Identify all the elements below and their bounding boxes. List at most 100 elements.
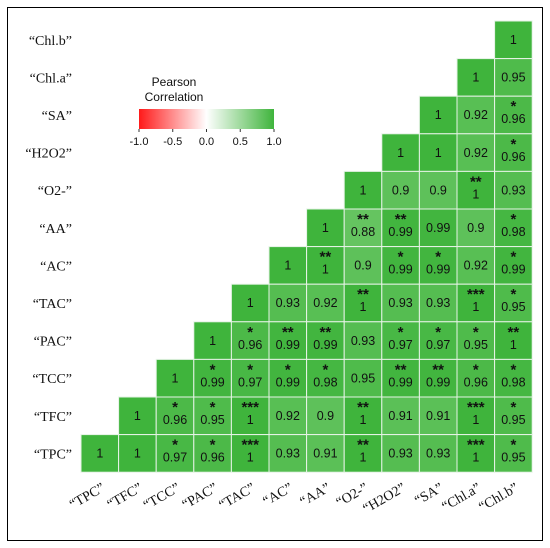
cell-value: 0.92 bbox=[276, 409, 300, 423]
legend-tick-label: 0.5 bbox=[233, 136, 248, 148]
cell-value: 0.91 bbox=[313, 447, 337, 461]
heatmap-cell: 0.96* bbox=[456, 358, 496, 398]
cell-significance: * bbox=[510, 286, 516, 303]
color-legend: Pearson Correlation -1.0 -0.5 0.0 0.5 1.0 bbox=[130, 75, 282, 148]
row-label: “TAC” bbox=[33, 297, 72, 312]
heatmap-cell: 1 bbox=[494, 20, 533, 60]
cell-value: 1 bbox=[247, 451, 254, 465]
heatmap-cell: 0.96* bbox=[155, 396, 195, 436]
cell-value: 0.92 bbox=[313, 296, 337, 310]
cell-value: 0.96 bbox=[501, 150, 525, 164]
heatmap-cell: 0.98* bbox=[494, 208, 533, 248]
cell-fill bbox=[193, 434, 232, 473]
heatmap-cell: 0.95* bbox=[494, 396, 533, 436]
cell-fill bbox=[456, 321, 496, 360]
cell-value: 1 bbox=[360, 300, 367, 314]
column-label: “TCC” bbox=[141, 481, 183, 514]
cell-value: 1 bbox=[96, 447, 103, 461]
cell-fill bbox=[343, 246, 383, 285]
heatmap-cell: 0.95* bbox=[193, 396, 232, 436]
cell-fill bbox=[155, 434, 195, 473]
cell-value: 1 bbox=[510, 338, 517, 352]
heatmap-cell: 0.9 bbox=[306, 396, 345, 436]
cell-fill bbox=[230, 358, 270, 398]
heatmap-cell: 1*** bbox=[456, 434, 496, 473]
heatmap-cell: 0.95* bbox=[456, 321, 496, 360]
cell-value: 0.95 bbox=[501, 451, 525, 465]
cell-value: 1 bbox=[397, 146, 404, 160]
row-label: “TFC” bbox=[34, 410, 72, 425]
heatmap-cell: 1 bbox=[381, 133, 420, 172]
cell-value: 0.98 bbox=[501, 375, 525, 389]
cell-fill bbox=[343, 170, 383, 210]
cell-fill bbox=[381, 170, 420, 210]
cell-fill bbox=[418, 396, 458, 436]
heatmap-cell: 1** bbox=[343, 396, 383, 436]
cell-significance: ** bbox=[395, 211, 407, 228]
cell-value: 0.99 bbox=[388, 225, 412, 239]
column-label: “AC” bbox=[261, 481, 296, 510]
cell-value: 0.99 bbox=[426, 375, 450, 389]
heatmap-cell: 0.93 bbox=[381, 283, 420, 323]
cell-value: 0.99 bbox=[388, 263, 412, 277]
cell-fill bbox=[494, 434, 533, 473]
cell-value: 1 bbox=[134, 409, 141, 423]
cell-value: 0.99 bbox=[276, 338, 300, 352]
heatmap-cell: 1 bbox=[193, 321, 232, 360]
cell-significance: * bbox=[172, 437, 178, 454]
legend-title-line2: Correlation bbox=[145, 90, 204, 104]
cell-significance: * bbox=[510, 136, 516, 153]
cell-fill bbox=[306, 283, 345, 323]
cell-value: 1 bbox=[472, 451, 479, 465]
cell-value: 0.93 bbox=[426, 296, 450, 310]
cell-significance: * bbox=[247, 361, 253, 378]
cell-significance: ** bbox=[357, 437, 369, 454]
cell-value: 0.95 bbox=[200, 413, 224, 427]
cell-fill bbox=[306, 396, 345, 436]
cell-fill bbox=[456, 58, 496, 97]
cell-significance: * bbox=[435, 249, 441, 266]
cell-value: 0.91 bbox=[426, 409, 450, 423]
cell-fill bbox=[193, 396, 232, 436]
cell-value: 0.97 bbox=[163, 451, 187, 465]
cell-significance: * bbox=[473, 324, 479, 341]
cell-value: 1 bbox=[172, 371, 179, 385]
cell-fill bbox=[268, 321, 308, 360]
heatmap-cell: 0.9 bbox=[343, 246, 383, 285]
heatmap-cell: 1** bbox=[343, 283, 383, 323]
cell-value: 1 bbox=[472, 300, 479, 314]
cell-fill bbox=[381, 246, 420, 285]
heatmap-cell: 0.97* bbox=[418, 321, 458, 360]
column-label: “H2O2” bbox=[361, 481, 409, 517]
heatmap-cell: 0.88** bbox=[343, 208, 383, 248]
cell-value: 0.88 bbox=[351, 225, 375, 239]
heatmap-cell: 1** bbox=[494, 321, 533, 360]
cell-value: 0.99 bbox=[313, 338, 337, 352]
legend-ticks: -1.0 -0.5 0.0 0.5 1.0 bbox=[130, 129, 282, 148]
heatmap-cell: 1** bbox=[456, 170, 496, 210]
column-label: “TFC” bbox=[105, 481, 146, 513]
heatmap-cell: 0.9 bbox=[381, 170, 420, 210]
legend-tick-label: 0.0 bbox=[199, 136, 214, 148]
heatmap-cell: 0.93 bbox=[494, 170, 533, 210]
heatmap-cell: 0.95* bbox=[494, 434, 533, 473]
row-label: “AA” bbox=[39, 222, 72, 237]
heatmap-cell: 0.92 bbox=[268, 396, 308, 436]
heatmap-cell: 0.93 bbox=[268, 434, 308, 473]
cell-fill bbox=[494, 95, 533, 135]
cell-value: 1 bbox=[435, 146, 442, 160]
chart-frame: 1 1 0.95 1 0.92 0.96 * 1 1 0.92 0.96 * 1 0.9 0.9 1 ** 0.9… bbox=[7, 7, 543, 541]
legend-title-line1: Pearson bbox=[152, 75, 197, 89]
cell-value: 1 bbox=[284, 259, 291, 273]
cell-significance: * bbox=[510, 399, 516, 416]
heatmap-cell: 0.99** bbox=[381, 208, 420, 248]
cell-value: 0.99 bbox=[501, 263, 525, 277]
correlation-heatmap: 11 0.951 0.92 0.96*1 1 0.92 0.96*1 0.9 0.9 1** 0.9… bbox=[25, 20, 533, 517]
cell-value: 0.95 bbox=[464, 338, 488, 352]
cell-value: 0.96 bbox=[464, 375, 488, 389]
heatmap-cell: 1 bbox=[230, 283, 270, 323]
cell-fill bbox=[306, 208, 345, 248]
cell-value: 1 bbox=[360, 413, 367, 427]
cell-fill bbox=[418, 434, 458, 473]
heatmap-cell: 0.96* bbox=[193, 434, 232, 473]
